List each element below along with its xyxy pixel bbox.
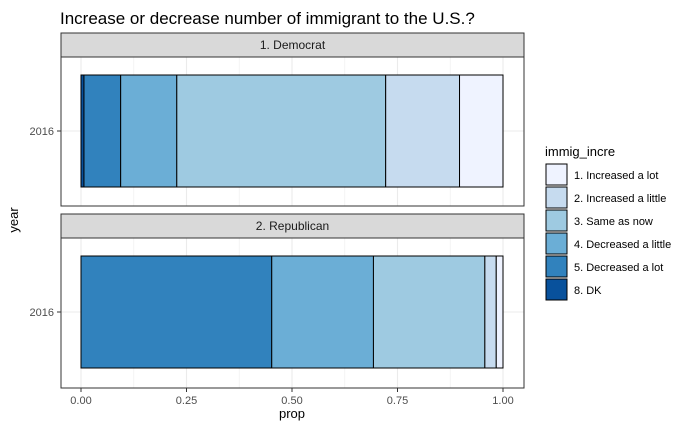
legend-swatch [545,186,568,209]
bar-segment [176,74,387,188]
y-tick-label: 2016 [30,307,54,319]
bar-segment [495,255,504,369]
legend-label: 1. Increased a lot [574,170,658,182]
bar-segment [372,255,486,369]
legend-swatch [545,278,568,301]
legend-item: 4. Decreased a little [545,232,671,255]
bar-segment [484,255,497,369]
facet-strip-label: 2. Republican [256,219,329,233]
legend-swatch [545,255,568,278]
bar-segment [459,74,504,188]
legend-item: 1. Increased a lot [545,163,658,186]
bar-segment [83,74,122,188]
legend-item: 3. Same as now [545,209,653,232]
y-axis-title: year [6,207,21,233]
legend-label: 4. Decreased a little [574,239,671,251]
legend-label: 8. DK [574,285,602,297]
x-tick-label: 0.50 [281,395,302,407]
facet-strip-label: 1. Democrat [260,38,326,52]
x-tick-label: 0.00 [70,395,91,407]
y-tick-label: 2016 [30,126,54,138]
facet-strip [60,32,525,58]
bar-segment [80,255,273,369]
legend-label: 5. Decreased a lot [574,262,663,274]
legend-item: 8. DK [545,278,602,301]
x-axis: 0.00 0.25 0.50 0.75 1.00 [70,388,514,407]
chart-title: Increase or decrease number of immigrant… [60,9,475,28]
x-tick-label: 1.00 [492,395,513,407]
legend-swatch [545,209,568,232]
legend-label: 2. Increased a little [574,193,666,205]
panels-layer: 1. Democrat 2016 2. Republican 2016 [30,32,525,389]
legend-swatch [545,232,568,255]
legend-title: immig_incre [545,144,615,159]
facet-panel: 1. Democrat 2016 [30,32,525,207]
x-tick-label: 0.25 [176,395,197,407]
x-axis-title: prop [279,406,305,421]
facet-strip [60,213,525,239]
facet-panel: 2. Republican 2016 [30,213,525,389]
bar-segment [120,74,178,188]
bar-segment [385,74,461,188]
bar-segment [271,255,374,369]
legend: immig_incre 1. Increased a lot 2. Increas… [545,144,671,301]
legend-item: 5. Decreased a lot [545,255,663,278]
legend-item: 2. Increased a little [545,186,666,209]
legend-swatch [545,163,568,186]
x-tick-label: 0.75 [387,395,408,407]
legend-label: 3. Same as now [574,216,653,228]
